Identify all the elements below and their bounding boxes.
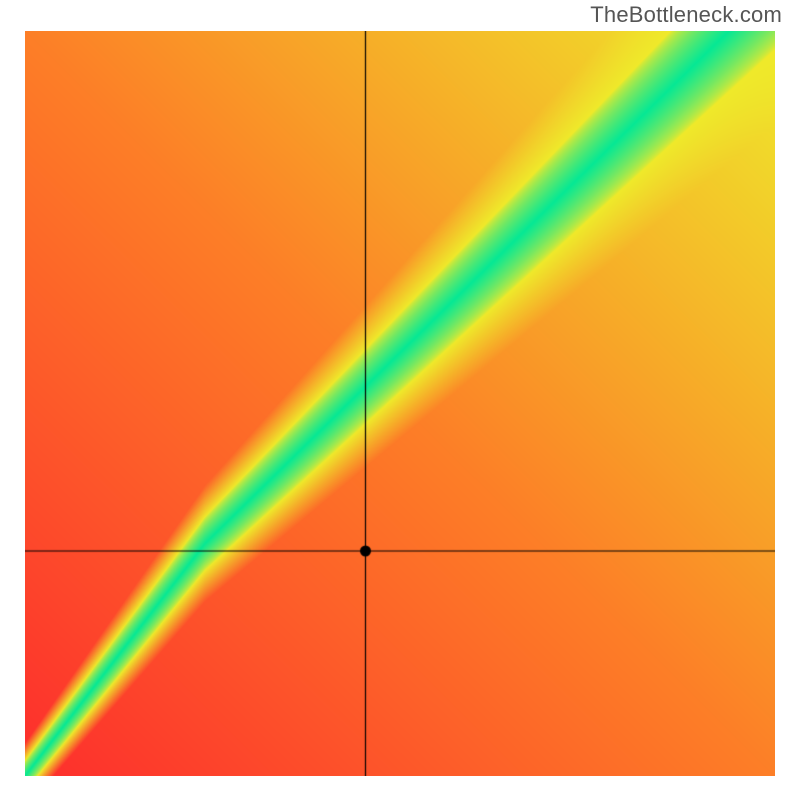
crosshair-overlay xyxy=(25,31,775,776)
watermark-text: TheBottleneck.com xyxy=(590,2,782,28)
chart-stage: { "watermark": { "text": "TheBottleneck.… xyxy=(0,0,800,800)
